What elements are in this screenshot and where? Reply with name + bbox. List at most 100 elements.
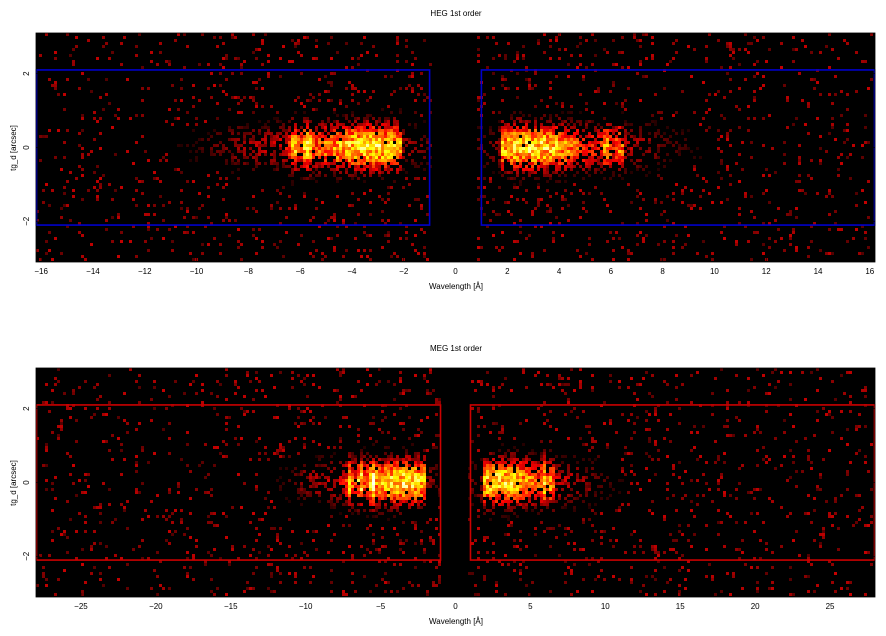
heg-pixel [120, 63, 123, 66]
meg-pixel [204, 563, 207, 566]
heg-pixel [603, 159, 606, 162]
heg-pixel [213, 237, 216, 240]
heg-pixel [564, 168, 567, 171]
meg-pixel [258, 518, 261, 521]
heg-pixel [687, 204, 690, 207]
heg-pixel [549, 45, 552, 48]
meg-pixel [393, 383, 396, 386]
heg-pixel [753, 231, 756, 234]
meg-pixel [717, 455, 720, 458]
heg-pixel [738, 180, 741, 183]
heg-pixel [579, 255, 582, 258]
heg-pixel [189, 252, 192, 255]
heg-pixel [525, 165, 528, 168]
heg-pixel [354, 150, 357, 153]
heg-pixel [846, 123, 849, 126]
heg-pixel [147, 225, 150, 228]
heg-pixel [261, 87, 264, 90]
heg-pixel [315, 144, 318, 147]
heg-pixel [258, 228, 261, 231]
meg-pixel [201, 383, 204, 386]
meg-pixel [507, 485, 510, 488]
heg-pixel [729, 42, 732, 45]
meg-pixel [516, 494, 519, 497]
meg-pixel [375, 464, 378, 467]
heg-pixel [375, 153, 378, 156]
meg-pixel [213, 512, 216, 515]
heg-pixel [561, 156, 564, 159]
meg-pixel [672, 539, 675, 542]
meg-pixel [651, 548, 654, 551]
heg-pixel [549, 126, 552, 129]
heg-pixel [570, 153, 573, 156]
heg-pixel [819, 135, 822, 138]
heg-pixel [573, 135, 576, 138]
heg-pixel [387, 126, 390, 129]
heg-pixel [603, 168, 606, 171]
heg-pixel [123, 36, 126, 39]
heg-pixel [819, 147, 822, 150]
heg-pixel [318, 144, 321, 147]
heg-pixel [54, 51, 57, 54]
meg-pixel [279, 476, 282, 479]
meg-pixel [591, 461, 594, 464]
meg-pixel [543, 455, 546, 458]
heg-pixel [705, 111, 708, 114]
meg-pixel [303, 377, 306, 380]
heg-pixel [378, 120, 381, 123]
meg-pixel [378, 503, 381, 506]
heg-pixel [558, 132, 561, 135]
meg-pixel [693, 446, 696, 449]
heg-pixel [216, 132, 219, 135]
heg-pixel [609, 135, 612, 138]
meg-pixel [489, 491, 492, 494]
meg-pixel [591, 437, 594, 440]
heg-pixel [504, 201, 507, 204]
meg-pixel [312, 476, 315, 479]
heg-pixel [618, 153, 621, 156]
heg-pixel [66, 129, 69, 132]
heg-pixel [369, 114, 372, 117]
heg-pixel [570, 111, 573, 114]
heg-pixel [831, 117, 834, 120]
meg-pixel [234, 437, 237, 440]
heg-pixel [564, 153, 567, 156]
heg-pixel [768, 201, 771, 204]
heg-pixel [354, 153, 357, 156]
heg-pixel [99, 117, 102, 120]
meg-pixel [435, 398, 438, 401]
heg-pixel [303, 177, 306, 180]
heg-pixel [576, 162, 579, 165]
meg-pixel [372, 533, 375, 536]
heg-pixel [843, 141, 846, 144]
meg-pixel [561, 377, 564, 380]
heg-pixel [861, 189, 864, 192]
heg-pixel [558, 153, 561, 156]
meg-pixel [507, 509, 510, 512]
heg-pixel [321, 141, 324, 144]
heg-pixel [528, 129, 531, 132]
heg-pixel [342, 141, 345, 144]
heg-pixel [543, 144, 546, 147]
meg-pixel [372, 515, 375, 518]
meg-pixel [522, 482, 525, 485]
heg-pixel [594, 168, 597, 171]
meg-pixel [531, 452, 534, 455]
meg-pixel [579, 383, 582, 386]
heg-pixel [309, 219, 312, 222]
heg-pixel [309, 132, 312, 135]
heg-pixel [591, 63, 594, 66]
heg-pixel [525, 237, 528, 240]
meg-pixel [570, 593, 573, 596]
heg-pixel [135, 177, 138, 180]
meg-pixel [690, 509, 693, 512]
meg-pixel [504, 485, 507, 488]
meg-pixel [63, 533, 66, 536]
heg-pixel [522, 171, 525, 174]
meg-pixel [534, 506, 537, 509]
meg-pixel [210, 578, 213, 581]
heg-pixel [234, 156, 237, 159]
heg-pixel [612, 156, 615, 159]
heg-pixel [570, 120, 573, 123]
heg-pixel [762, 192, 765, 195]
